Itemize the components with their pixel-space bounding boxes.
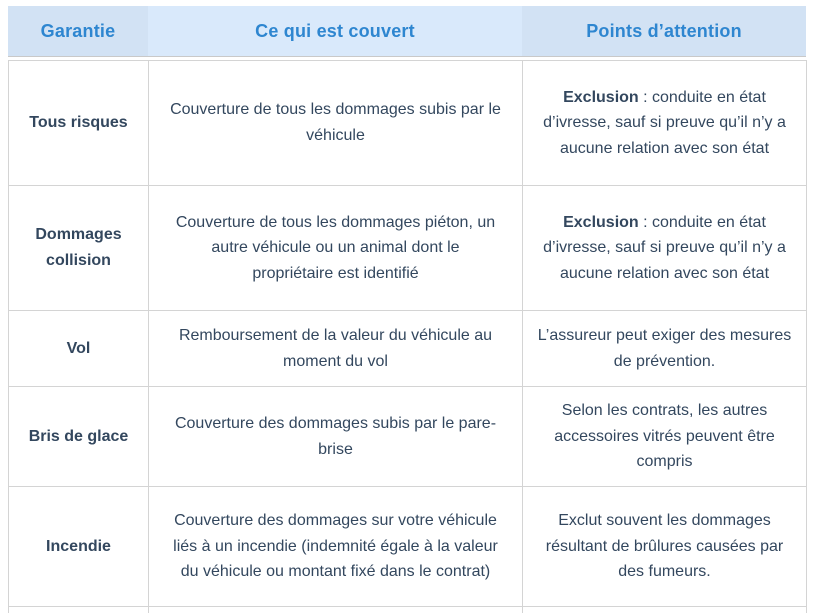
table-row-vol: Vol Remboursement de la valeur du véhicu… [8, 310, 807, 387]
table-row-incendie: Incendie Couverture des dommages sur vot… [8, 486, 807, 607]
table-header-row: Garantie Ce qui est couvert Points d’att… [8, 6, 806, 57]
cell-garantie: Tous risques [8, 60, 149, 186]
cell-attention: L’assureur peut exiger des mesures de pr… [522, 310, 807, 387]
cell-couvert: Couverture des dommages subis par le par… [148, 386, 523, 487]
cell-couvert: Remboursement de la valeur du véhicule a… [148, 310, 523, 387]
table-row-dommages-collision: Dommages collision Couverture de tous le… [8, 185, 807, 311]
exclusion-label: Exclusion [563, 88, 639, 106]
table-body: Tous risques Couverture de tous les domm… [8, 60, 807, 613]
table-row-cut-off [8, 606, 807, 613]
attention-text: L’assureur peut exiger des mesures de pr… [537, 326, 792, 370]
table-row-tous-risques: Tous risques Couverture de tous les domm… [8, 60, 807, 186]
header-cell-attention: Points d’attention [522, 6, 806, 56]
cell-garantie [8, 606, 149, 613]
cell-attention [522, 606, 807, 613]
header-cell-couvert: Ce qui est couvert [148, 6, 522, 56]
cell-garantie: Dommages collision [8, 185, 149, 311]
attention-text: Exclut souvent les dommages résultant de… [545, 512, 784, 581]
cell-couvert: Couverture des dommages sur votre véhicu… [148, 486, 523, 607]
cell-attention: Exclusion : conduite en état d’ivresse, … [522, 185, 807, 311]
table-row-bris-de-glace: Bris de glace Couverture des dommages su… [8, 386, 807, 487]
cell-attention: Exclusion : conduite en état d’ivresse, … [522, 60, 807, 186]
exclusion-label: Exclusion [563, 213, 639, 231]
cell-couvert: Couverture de tous les dommages piéton, … [148, 185, 523, 311]
cell-attention: Exclut souvent les dommages résultant de… [522, 486, 807, 607]
cell-garantie: Bris de glace [8, 386, 149, 487]
cell-attention: Selon les contrats, les autres accessoir… [522, 386, 807, 487]
attention-text: : conduite en état d’ivresse, sauf si pr… [543, 88, 786, 157]
attention-text: Selon les contrats, les autres accessoir… [554, 402, 775, 471]
cell-garantie: Incendie [8, 486, 149, 607]
attention-text: : conduite en état d’ivresse, sauf si pr… [543, 213, 786, 282]
cell-garantie: Vol [8, 310, 149, 387]
header-cell-garantie: Garantie [8, 6, 148, 56]
cell-couvert: Couverture de tous les dommages subis pa… [148, 60, 523, 186]
cell-couvert [148, 606, 523, 613]
